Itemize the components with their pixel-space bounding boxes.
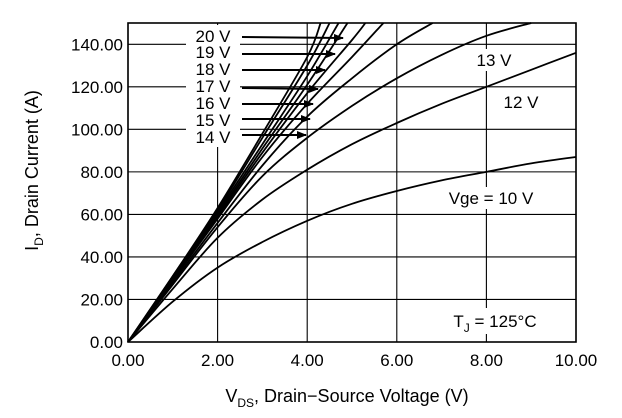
label-arrow: [241, 84, 319, 93]
x-axis-label-main: V: [225, 386, 237, 406]
series-line: [127, 22, 367, 343]
label-background: [495, 91, 547, 113]
x-tick-label: 10.00: [555, 351, 598, 370]
x-tick-label: 0.00: [111, 351, 144, 370]
y-axis-label: ID, Drain Current (A): [22, 90, 46, 251]
series-label: 20 V: [196, 27, 232, 46]
y-tick-label: 40.00: [80, 248, 123, 267]
x-axis-label-rest: , Drain−Source Voltage (V): [254, 386, 469, 406]
label-background: [436, 187, 548, 209]
x-tick-labels: 0.00 2.00 4.00 6.00 8.00 10.00: [111, 351, 597, 370]
series-line: [127, 156, 577, 343]
series-label: 18 V: [196, 60, 232, 79]
series-label: 17 V: [196, 77, 232, 96]
y-tick-label: 20.00: [80, 290, 123, 309]
series-line: [127, 22, 340, 343]
y-axis-label-sub: D: [32, 237, 46, 246]
series-label: 19 V: [196, 43, 232, 62]
y-tick-labels: 0.00 20.00 40.00 60.00 80.00 100.00 120.00 140.…: [71, 35, 123, 352]
y-tick-label: 0.00: [90, 333, 123, 352]
series-label: 12 V: [504, 93, 540, 112]
junction-temperature-annotation: TJ = 125°C: [453, 312, 536, 335]
series-label: Vge = 10 V: [449, 189, 534, 208]
series-label: 16 V: [196, 94, 232, 113]
y-tick-label: 60.00: [80, 205, 123, 224]
annotation-main: T: [453, 312, 463, 331]
y-tick-label: 140.00: [71, 35, 123, 54]
y-axis-label-rest: , Drain Current (A): [22, 90, 42, 237]
x-tick-label: 6.00: [380, 351, 413, 370]
series-line: [127, 22, 532, 343]
label-arrow: [241, 33, 344, 42]
series-line: [127, 22, 434, 343]
y-tick-label: 100.00: [71, 120, 123, 139]
x-axis-label-sub: DS: [237, 396, 254, 410]
y-tick-label: 80.00: [80, 163, 123, 182]
series-line: [127, 22, 322, 343]
series-label: 15 V: [196, 111, 232, 130]
x-tick-label: 2.00: [201, 351, 234, 370]
curves: [127, 22, 577, 343]
series-label: 13 V: [477, 51, 513, 70]
label-background: [186, 25, 240, 147]
curve-labels: Vge = 10 V 12 V 13 V 14 V15 V16 V17 V18 V19…: [186, 25, 550, 334]
label-background: [470, 49, 518, 71]
annotation-sub: J: [464, 321, 470, 335]
plot-frame: [127, 22, 577, 343]
x-tick-label: 8.00: [470, 351, 503, 370]
x-tick-label: 4.00: [291, 351, 324, 370]
series-line: [127, 51, 577, 343]
series-label: 14 V: [196, 128, 232, 147]
y-axis-label-main: I: [22, 246, 42, 251]
label-arrows: [241, 33, 344, 139]
annotation-rest: = 125°C: [470, 312, 537, 331]
label-background: [440, 308, 550, 334]
x-axis-label: VDS, Drain−Source Voltage (V): [225, 386, 468, 410]
y-tick-label: 120.00: [71, 78, 123, 97]
